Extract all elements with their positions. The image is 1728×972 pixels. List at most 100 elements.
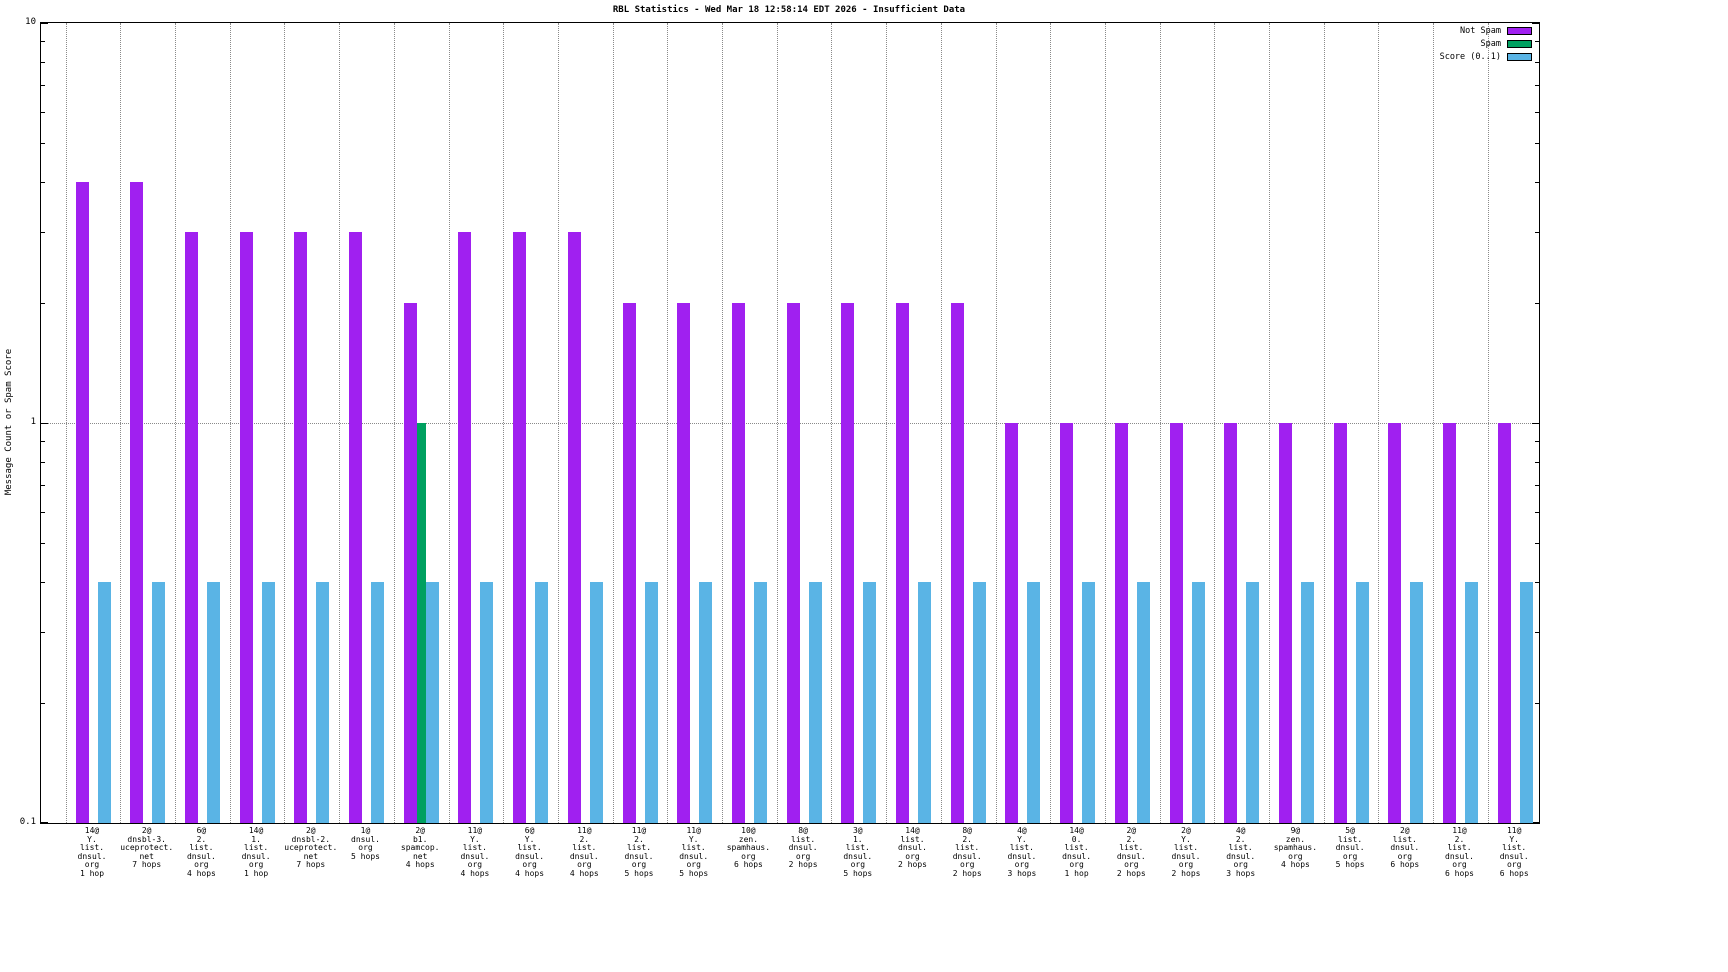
x-category-label: 2@ b1. spamcop. net 4 hops	[400, 826, 440, 869]
y-minor-tick	[41, 441, 45, 443]
bar-not-spam	[458, 232, 472, 823]
y-minor-tick	[41, 61, 45, 63]
legend: Not Spam Spam Score (0..1)	[1440, 24, 1532, 63]
y-minor-tick	[41, 632, 45, 634]
x-category-label: 6@ 2. list. dnsul. org 4 hops	[186, 826, 216, 878]
x-category-label: 11@ 2. list. dnsul. org 5 hops	[624, 826, 654, 878]
y-minor-tick	[41, 84, 45, 86]
y-minor-tick	[41, 484, 45, 486]
x-category-label: 1@ dnsul. org 5 hops	[351, 826, 380, 861]
y-major-tick	[41, 23, 48, 24]
bar-score	[808, 582, 822, 823]
y-minor-tick	[1535, 302, 1539, 304]
bar-not-spam	[1278, 423, 1292, 823]
y-minor-tick	[41, 702, 45, 704]
bar-not-spam	[349, 232, 362, 823]
bar-score	[1410, 582, 1424, 823]
bar-score	[699, 582, 713, 823]
bar-score	[261, 582, 275, 823]
x-category-label: 10@ zen. spamhaus. org 6 hops	[726, 826, 771, 869]
bar-not-spam	[1443, 423, 1456, 823]
bar-score	[316, 582, 330, 823]
bar-not-spam	[1224, 423, 1238, 823]
bar-score	[589, 582, 603, 823]
legend-item: Spam	[1440, 37, 1532, 50]
bar-not-spam	[1114, 423, 1128, 823]
bar-not-spam	[950, 302, 964, 823]
x-category-label: 11@ Y. list. dnsul. org 6 hops	[1499, 826, 1529, 878]
y-axis-tick-label: 0.1	[19, 817, 36, 827]
y-minor-tick	[41, 111, 45, 113]
bar-not-spam	[677, 302, 691, 823]
bar-not-spam	[75, 182, 89, 823]
y-minor-tick	[41, 582, 45, 584]
y-minor-tick	[41, 461, 45, 463]
bar-not-spam	[184, 232, 198, 823]
y-major-tick	[1532, 822, 1539, 823]
bar-not-spam	[1333, 423, 1347, 823]
x-category-label: 14@ 0. list. dnsul. org 1 hop	[1062, 826, 1092, 878]
bar-score	[1519, 582, 1533, 823]
y-minor-tick	[41, 182, 45, 184]
bar-score	[1136, 582, 1150, 823]
bar-score	[1027, 582, 1041, 823]
y-major-tick	[1532, 23, 1539, 24]
legend-item: Score (0..1)	[1440, 50, 1532, 63]
x-category-label: 5@ list. dnsul. org 5 hops	[1335, 826, 1365, 869]
bar-score	[425, 582, 439, 823]
y-major-tick	[41, 423, 48, 424]
y-minor-tick	[1535, 111, 1539, 113]
x-category-label: 2@ Y. list. dnsul. org 2 hops	[1171, 826, 1201, 878]
bar-not-spam	[567, 232, 581, 823]
legend-label: Spam	[1480, 38, 1501, 49]
legend-swatch-score-0-1-	[1507, 52, 1532, 61]
y-minor-tick	[1535, 232, 1539, 234]
bar-not-spam	[896, 302, 909, 823]
bar-score	[753, 582, 767, 823]
x-category-label: 6@ Y. list. dnsul. org 4 hops	[515, 826, 545, 878]
y-axis-tick-label: 10	[25, 17, 36, 27]
bar-score	[918, 582, 931, 823]
bar-not-spam	[130, 182, 144, 823]
bar-score	[1246, 582, 1260, 823]
x-category-label: 14@ list. dnsul. org 2 hops	[898, 826, 927, 869]
y-minor-tick	[41, 41, 45, 43]
x-category-label: 4@ Y. list. dnsul. org 3 hops	[1007, 826, 1037, 878]
bar-not-spam	[513, 232, 527, 823]
y-minor-tick	[41, 232, 45, 234]
legend-label: Score (0..1)	[1439, 51, 1501, 62]
y-major-tick	[1532, 423, 1539, 424]
bar-score	[97, 582, 111, 823]
y-minor-tick	[41, 302, 45, 304]
bar-not-spam	[1169, 423, 1183, 823]
x-category-label: 2@ dnsbl-3. uceprotect. net 7 hops	[120, 826, 174, 869]
x-category-label: 9@ zen. spamhaus. org 4 hops	[1273, 826, 1318, 869]
bar-not-spam	[239, 232, 253, 823]
bar-not-spam	[786, 302, 800, 823]
bar-score	[863, 582, 877, 823]
plot-area	[40, 22, 1540, 824]
y-minor-tick	[41, 143, 45, 145]
y-minor-tick	[1535, 511, 1539, 513]
y-minor-tick	[1535, 484, 1539, 486]
bar-not-spam	[403, 302, 417, 823]
x-category-label: 8@ list. dnsul. org 2 hops	[788, 826, 818, 869]
x-category-label: 11@ Y. list. dnsul. org 5 hops	[679, 826, 709, 878]
y-axis-tick-label: 1	[30, 417, 36, 427]
y-minor-tick	[41, 511, 45, 513]
x-category-label: 14@ 1. list. dnsul. org 1 hop	[241, 826, 271, 878]
bar-not-spam	[731, 302, 745, 823]
y-minor-tick	[1535, 543, 1539, 545]
bar-score	[152, 582, 166, 823]
y-minor-tick	[1535, 441, 1539, 443]
x-category-label: 14@ Y. list. dnsul. org 1 hop	[77, 826, 107, 878]
bar-score	[480, 582, 494, 823]
legend-swatch-spam	[1507, 39, 1532, 48]
chart-title: RBL Statistics - Wed Mar 18 12:58:14 EDT…	[612, 5, 966, 15]
bar-score	[1191, 582, 1205, 823]
bar-not-spam	[1388, 423, 1402, 823]
bar-score	[644, 582, 658, 823]
y-minor-tick	[1535, 182, 1539, 184]
x-category-label: 2@ 2. list. dnsul. org 2 hops	[1116, 826, 1146, 878]
